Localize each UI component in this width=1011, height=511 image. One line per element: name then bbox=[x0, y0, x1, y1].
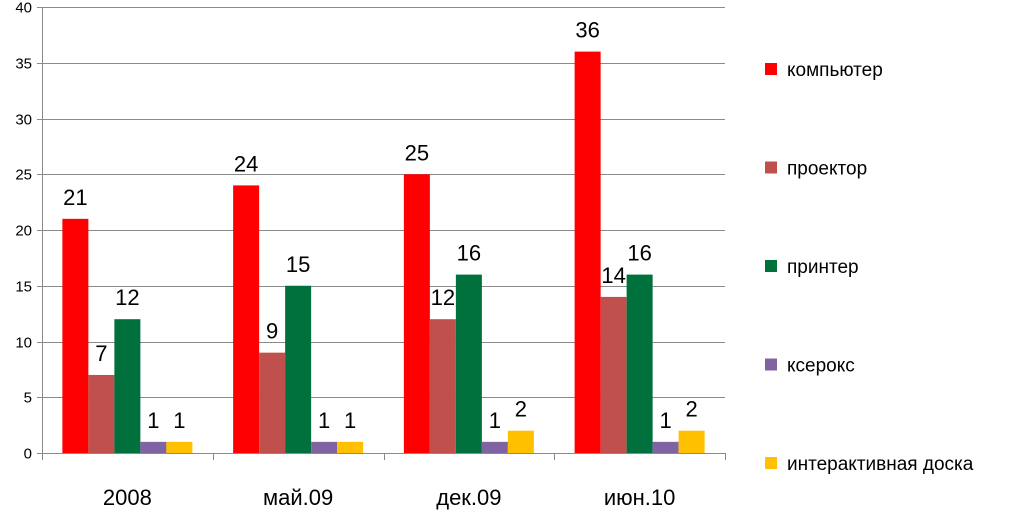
bar-2008-интерактивная-доска bbox=[166, 441, 193, 453]
data-label-2008-компьютер: 21 bbox=[63, 185, 87, 210]
bars bbox=[62, 51, 705, 453]
bar-дек.09-компьютер bbox=[403, 174, 430, 453]
data-label-июн.10-принтер: 16 bbox=[627, 241, 651, 266]
bar-июн.10-ксерокс bbox=[652, 441, 679, 453]
y-tick-label-5: 5 bbox=[24, 390, 32, 407]
bar-дек.09-проектор bbox=[429, 319, 456, 453]
data-label-2008-принтер: 12 bbox=[115, 285, 139, 310]
data-label-май.09-проектор: 9 bbox=[266, 319, 278, 344]
legend-swatch-ксерокс bbox=[765, 358, 777, 371]
bar-2008-ксерокс bbox=[140, 441, 167, 453]
axes: 0 5 10 15 20 25 30 35 40 2008 май.09 дек.09 июн.10 bbox=[15, 0, 726, 510]
bar-май.09-интерактивная-доска bbox=[337, 441, 364, 453]
data-label-дек.09-интерактивная-доска: 2 bbox=[515, 397, 527, 422]
bar-июн.10-проектор bbox=[600, 296, 627, 453]
y-tick-label-25: 25 bbox=[15, 167, 32, 184]
bar-май.09-проектор bbox=[259, 352, 286, 453]
bar-май.09-ксерокс bbox=[311, 441, 338, 453]
data-label-2008-ксерокс: 1 bbox=[147, 408, 159, 433]
data-label-май.09-интерактивная-доска: 1 bbox=[344, 408, 356, 433]
data-label-май.09-ксерокс: 1 bbox=[318, 408, 330, 433]
data-label-дек.09-компьютер: 25 bbox=[405, 140, 429, 165]
data-label-май.09-принтер: 15 bbox=[286, 252, 310, 277]
data-label-май.09-компьютер: 24 bbox=[234, 151, 258, 176]
y-tick-label-35: 35 bbox=[15, 56, 32, 73]
data-label-дек.09-ксерокс: 1 bbox=[489, 408, 501, 433]
bar-дек.09-интерактивная-доска bbox=[507, 430, 534, 453]
bar-дек.09-ксерокс bbox=[481, 441, 508, 453]
data-label-июн.10-интерактивная-доска: 2 bbox=[686, 397, 698, 422]
data-label-2008-интерактивная-доска: 1 bbox=[173, 408, 185, 433]
bar-май.09-компьютер bbox=[233, 185, 260, 453]
x-tick-label-июн.10: июн.10 bbox=[604, 485, 676, 510]
legend-swatch-компьютер bbox=[765, 63, 777, 75]
legend-label-принтер: принтер bbox=[787, 257, 859, 278]
bar-2008-проектор bbox=[88, 374, 115, 453]
bar-дек.09-принтер bbox=[455, 274, 482, 453]
y-tick-label-10: 10 bbox=[15, 335, 32, 352]
x-tick-label-2008: 2008 bbox=[103, 485, 152, 510]
data-label-июн.10-ксерокс: 1 bbox=[660, 408, 672, 433]
x-tick-label-май.09: май.09 bbox=[263, 485, 333, 510]
data-label-дек.09-принтер: 16 bbox=[457, 241, 481, 266]
x-tick-label-дек.09: дек.09 bbox=[436, 485, 501, 510]
data-label-дек.09-проектор: 12 bbox=[431, 285, 455, 310]
legend-label-компьютер: компьютер bbox=[787, 60, 883, 81]
y-tick-label-30: 30 bbox=[15, 112, 32, 129]
legend-swatch-интерактивная-доска bbox=[765, 457, 777, 469]
legend-swatch-проектор bbox=[765, 161, 777, 174]
legend: компьютер проектор принтер ксерокс интеракти… bbox=[765, 60, 974, 475]
y-tick-label-15: 15 bbox=[15, 279, 32, 296]
bar-июн.10-интерактивная-доска bbox=[678, 430, 705, 453]
legend-label-интерактивная-доска: интерактивная доска bbox=[787, 454, 974, 475]
bar-2008-компьютер bbox=[62, 218, 89, 453]
bar-июн.10-компьютер bbox=[574, 51, 601, 453]
y-tick-label-0: 0 bbox=[24, 446, 32, 463]
legend-label-ксерокс: ксерокс bbox=[787, 356, 855, 377]
y-tick-label-40: 40 bbox=[15, 0, 32, 17]
legend-label-проектор: проектор bbox=[787, 159, 867, 180]
bar-май.09-принтер bbox=[285, 285, 312, 453]
y-tick-label-20: 20 bbox=[15, 223, 32, 240]
bar-июн.10-принтер bbox=[626, 274, 653, 453]
bar-2008-принтер bbox=[114, 319, 141, 453]
legend-swatch-принтер bbox=[765, 260, 777, 272]
data-label-июн.10-проектор: 14 bbox=[601, 263, 625, 288]
data-label-2008-проектор: 7 bbox=[95, 341, 107, 366]
data-label-июн.10-компьютер: 36 bbox=[575, 18, 599, 43]
grid-lines bbox=[42, 7, 725, 454]
